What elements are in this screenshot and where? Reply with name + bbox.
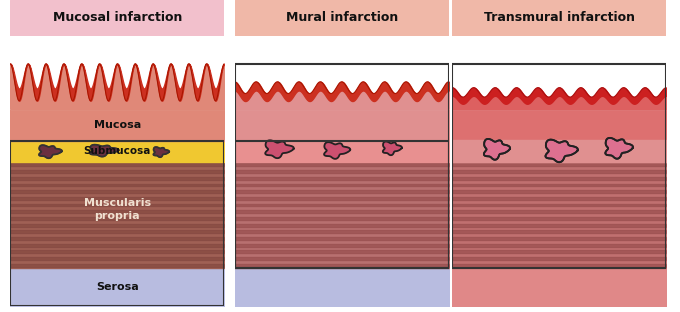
Polygon shape [90,145,118,157]
Text: Transmural infarction: Transmural infarction [483,12,635,24]
Text: Mural infarction: Mural infarction [286,12,398,24]
Text: Submucosa: Submucosa [84,146,151,156]
Polygon shape [39,145,62,158]
Polygon shape [265,140,294,158]
Polygon shape [383,142,402,155]
Text: Mucosa: Mucosa [94,120,141,130]
Text: Muscularis
propria: Muscularis propria [84,198,151,222]
Polygon shape [484,139,510,160]
Polygon shape [605,138,633,159]
Polygon shape [545,139,578,162]
Text: Serosa: Serosa [96,282,139,292]
Text: Mucosal infarction: Mucosal infarction [52,12,182,24]
Polygon shape [605,138,633,159]
Polygon shape [545,139,578,162]
Polygon shape [324,142,350,159]
Polygon shape [484,139,510,160]
Polygon shape [154,147,169,157]
